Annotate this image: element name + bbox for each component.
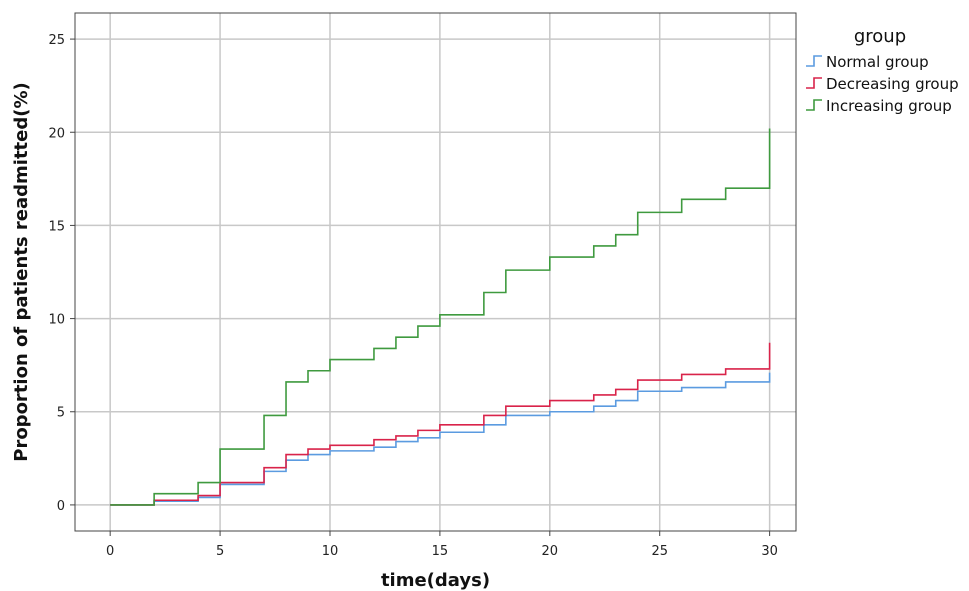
y-tick-label-20: 20 (48, 126, 65, 141)
y-tick-label-5: 5 (57, 406, 65, 421)
series-lines (110, 128, 771, 506)
x-tick-label-25: 25 (651, 544, 668, 559)
legend-label-3: Increasing group (826, 97, 952, 115)
x-tick-label-0: 0 (106, 544, 114, 559)
series-line-1 (110, 372, 771, 506)
y-tick-label-0: 0 (57, 499, 65, 514)
legend: group Normal group Decreasing group Increa… (806, 26, 959, 115)
y-tick-label-15: 15 (48, 219, 65, 234)
y-axis-title: Proportion of patients readmitted(%) (11, 82, 32, 462)
x-tick-label-30: 30 (761, 544, 778, 559)
gridlines (75, 13, 796, 531)
legend-swatch-3 (806, 99, 822, 111)
legend-swatch-1 (806, 55, 822, 67)
x-tick-label-5: 5 (216, 544, 224, 559)
legend-title: group (854, 26, 906, 47)
x-tick-label-15: 15 (432, 544, 449, 559)
legend-label-1: Normal group (826, 53, 929, 71)
legend-label-2: Decreasing group (826, 75, 959, 93)
axis-ticks: 0 5 10 15 20 25 30 0 5 10 15 20 25 (48, 33, 777, 559)
x-tick-label-10: 10 (322, 544, 339, 559)
series-line-2 (110, 342, 771, 506)
x-axis-title: time(days) (381, 570, 490, 591)
plot-area-frame (74, 12, 797, 532)
y-tick-label-25: 25 (48, 33, 65, 48)
legend-swatch-2 (806, 77, 822, 89)
y-tick-label-10: 10 (48, 313, 65, 328)
series-line-3 (110, 128, 771, 506)
x-tick-label-20: 20 (542, 544, 559, 559)
